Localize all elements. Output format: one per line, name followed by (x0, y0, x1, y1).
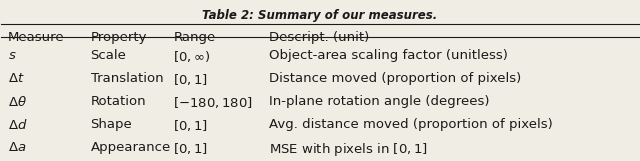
Text: $\Delta\theta$: $\Delta\theta$ (8, 95, 27, 109)
Text: Table 2: Summary of our measures.: Table 2: Summary of our measures. (202, 9, 438, 22)
Text: $[-180, 180]$: $[-180, 180]$ (173, 95, 253, 110)
Text: $\Delta t$: $\Delta t$ (8, 72, 24, 85)
Text: $[0, \infty)$: $[0, \infty)$ (173, 49, 211, 64)
Text: In-plane rotation angle (degrees): In-plane rotation angle (degrees) (269, 95, 490, 108)
Text: Range: Range (173, 31, 216, 44)
Text: Translation: Translation (91, 72, 163, 85)
Text: $[0, 1]$: $[0, 1]$ (173, 72, 209, 87)
Text: $\Delta d$: $\Delta d$ (8, 118, 28, 132)
Text: Distance moved (proportion of pixels): Distance moved (proportion of pixels) (269, 72, 521, 85)
Text: Measure: Measure (8, 31, 65, 44)
Text: $[0, 1]$: $[0, 1]$ (173, 118, 209, 133)
Text: Appearance: Appearance (91, 141, 171, 154)
Text: Shape: Shape (91, 118, 132, 131)
Text: Property: Property (91, 31, 147, 44)
Text: Rotation: Rotation (91, 95, 146, 108)
Text: Avg. distance moved (proportion of pixels): Avg. distance moved (proportion of pixel… (269, 118, 553, 131)
Text: $\Delta a$: $\Delta a$ (8, 141, 26, 154)
Text: Object-area scaling factor (unitless): Object-area scaling factor (unitless) (269, 49, 508, 62)
Text: $s$: $s$ (8, 49, 17, 62)
Text: MSE with pixels in $[0, 1]$: MSE with pixels in $[0, 1]$ (269, 141, 428, 158)
Text: Descript. (unit): Descript. (unit) (269, 31, 369, 44)
Text: Scale: Scale (91, 49, 127, 62)
Text: $[0, 1]$: $[0, 1]$ (173, 141, 209, 156)
